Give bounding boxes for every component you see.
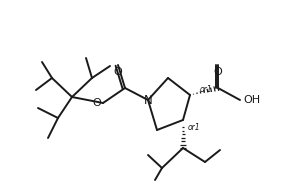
Text: or1: or1 <box>188 124 200 132</box>
Text: N: N <box>144 93 152 107</box>
Text: O: O <box>114 67 122 77</box>
Text: or1: or1 <box>200 85 212 93</box>
Text: O: O <box>92 98 101 108</box>
Text: O: O <box>214 67 223 77</box>
Text: OH: OH <box>243 95 261 105</box>
